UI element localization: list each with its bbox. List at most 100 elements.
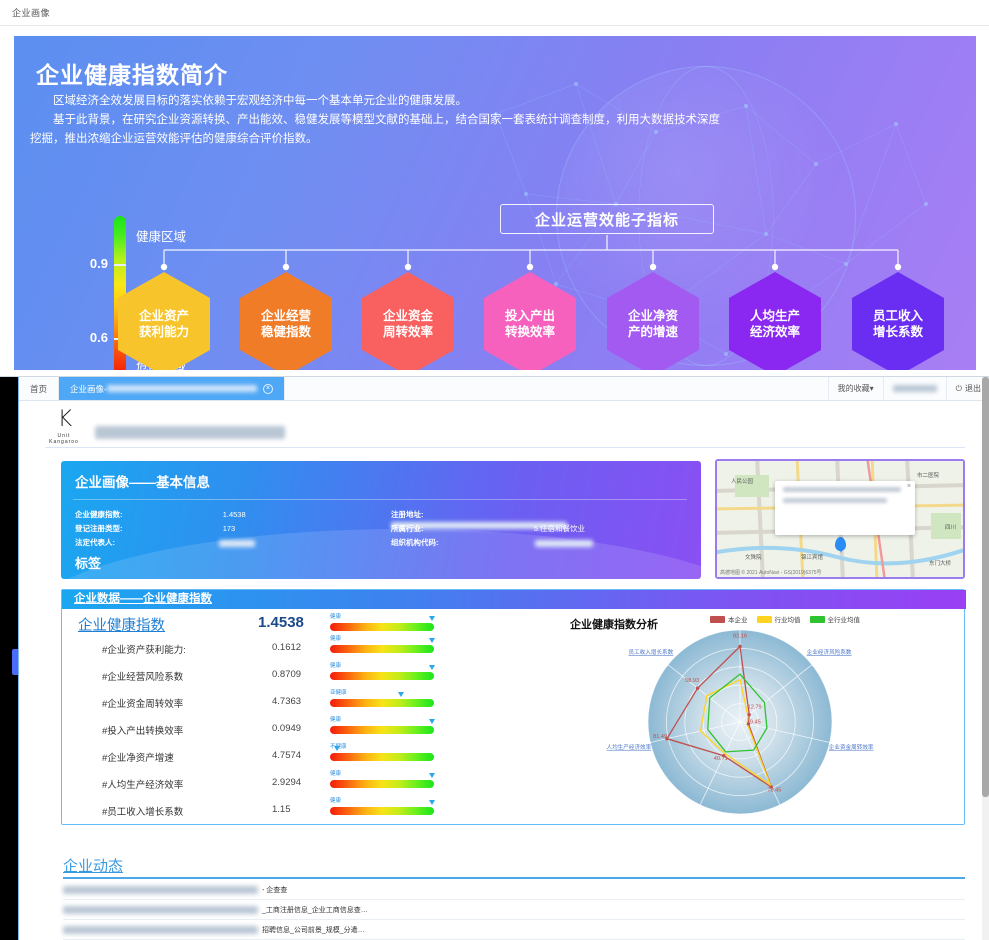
intro-banner: 企业健康指数简介 区域经济全效发展目标的落实依赖于宏观经济中每一个基本单元企业的… <box>14 36 976 370</box>
tab-enterprise-profile[interactable]: 企业画像- × <box>59 377 285 400</box>
main-bar-gradient <box>330 623 434 631</box>
dynamics-row-0-redacted <box>63 886 258 894</box>
radar-axis-label-2: 企业资金周转效率 <box>829 743 874 751</box>
index-bar-6: 健康 <box>330 796 435 818</box>
sub-index-title-box: 企业运营效能子指标 <box>500 204 714 234</box>
index-bar-2: 亚健康 <box>330 688 434 710</box>
left-black-band <box>0 377 18 940</box>
map-poi-dongmen-bridge: 东门大桥 <box>929 561 952 567</box>
hexagon-per-capita-efficiency[interactable]: 人均生产 经济效率 <box>729 272 821 370</box>
banner-paragraph-2: 基于此背景，在研究企业资源转换、产出能效、稳健发展等模型文献的基础上，结合国家一… <box>30 113 720 145</box>
radar-axis-label-4: 企业净资产增速 <box>671 819 711 820</box>
radar-axis-label-3: 投入产出转换效率 <box>767 819 812 820</box>
main-bar-marker <box>428 616 435 621</box>
radar-axis-label-5: 人均生产经济效率 <box>606 743 651 751</box>
scale-tick-high: 0.9 <box>90 256 126 271</box>
legend-item-2[interactable]: 全行业均值 <box>809 614 860 624</box>
legal-rep-redacted <box>219 539 256 547</box>
health-index-main-bar: 健康 <box>330 612 435 634</box>
header-divider <box>45 447 965 448</box>
legend-item-0[interactable]: 本企业 <box>710 614 748 624</box>
index-bar-1: 健康 <box>330 661 435 683</box>
index-row-3: #投入产出转换效率 0.0949 <box>102 723 302 737</box>
user-name[interactable] <box>882 377 946 400</box>
index-bar-5: 健康 <box>330 769 435 791</box>
logo-subtitle: Unit Kangaroo <box>49 433 79 445</box>
basic-info-divider <box>73 499 687 500</box>
hexagon-operation-stability[interactable]: 企业经营 稳健指数 <box>240 272 332 370</box>
company-name-redacted <box>95 426 285 439</box>
radar-value-label-0: 82.16 <box>733 633 747 639</box>
user-name-redacted <box>892 385 937 392</box>
radar-value-label-4: 40.71 <box>714 756 728 762</box>
map-poi-sichuan: 四川 <box>945 525 957 531</box>
index-row-5: #人均生产经济效率 2.9294 <box>102 777 302 791</box>
dynamics-row-2-redacted <box>63 926 258 934</box>
legend-item-1[interactable]: 行业均值 <box>756 614 801 624</box>
radar-series-行业均值 <box>699 678 772 787</box>
app-navbar: 首页 企业画像- × 我的收藏 ▾ ⏻ 退出 <box>19 377 989 401</box>
logo-glyph: K <box>57 407 72 432</box>
hexagon-income-growth[interactable]: 员工收入 增长系数 <box>852 272 944 370</box>
location-map[interactable]: 人民公园 市二医院 四川 文殊院 锦江宾馆 东门大桥 × 高德地图 © 2021… <box>715 459 965 579</box>
radar-legend: 本企业 行业均值 全行业均值 <box>710 614 860 624</box>
health-index-label: 企业健康指数 <box>78 618 165 634</box>
hexagon-asset-profit[interactable]: 企业资产 获利能力 <box>118 272 210 370</box>
radar-value-label-6: 58.93 <box>685 678 699 684</box>
map-attribution: 高德地图 © 2021 AutoNavi - GS(2019)6375号 <box>720 570 822 576</box>
banner-paragraph-1: 区域经济全效发展目标的落实依赖于宏观经济中每一个基本单元企业的健康发展。 <box>53 95 467 107</box>
hexagon-net-asset-growth[interactable]: 企业净资 产的增速 <box>607 272 699 370</box>
index-row-6: #员工收入增长系数 1.15 <box>102 804 291 818</box>
popup-close-icon[interactable]: × <box>906 483 911 490</box>
popup-line-2-redacted <box>783 498 887 503</box>
close-icon[interactable]: × <box>262 383 273 394</box>
map-poi-renmin-park: 人民公园 <box>731 479 754 485</box>
radar-axis-label-1: 企业经济风险系数 <box>807 648 852 656</box>
vertical-scrollbar[interactable] <box>982 377 989 940</box>
radar-chart: 企业资产获利能力企业经济风险系数企业资金周转效率投入产出转换效率企业净资产增速人… <box>606 629 874 820</box>
map-pin-icon <box>835 537 846 553</box>
index-row-2: #企业资金周转效率 4.7363 <box>102 696 302 710</box>
hexagon-input-output[interactable]: 投入产出 转换效率 <box>484 272 576 370</box>
scale-tick-label-0.6: 0.6 <box>89 330 108 345</box>
tab-home[interactable]: 首页 <box>19 377 60 400</box>
brand-header: K Unit Kangaroo <box>47 407 285 445</box>
index-bar-0: 健康 <box>330 634 435 656</box>
chevron-down-icon: ▾ <box>869 384 874 393</box>
dynamics-row-2[interactable]: 招聘信息_公司前景_规模_分遣… <box>63 921 965 940</box>
field-health-index: 企业健康指数: 1.4538 <box>75 510 246 519</box>
index-row-0: #企业资产获利能力: 0.1612 <box>102 642 302 656</box>
index-bar-4: 不健康 <box>330 742 434 764</box>
health-card-header: 企业数据——企业健康指数 <box>62 590 966 609</box>
scrollbar-thumb[interactable] <box>982 377 989 797</box>
tags-label: 标签 <box>75 556 102 571</box>
legend-swatch-2 <box>809 615 825 623</box>
logout-button[interactable]: ⏻ 退出 <box>945 377 989 400</box>
radar-value-label-1: 12.79 <box>748 704 762 710</box>
scale-zone-healthy: 健康区域 <box>136 230 187 244</box>
dynamics-row-1[interactable]: _工商注册信息_企业工商信息查… <box>63 901 965 920</box>
dynamics-row-0[interactable]: - 企查查 <box>63 881 965 900</box>
tab-label-prefix: 企业画像- <box>70 383 107 394</box>
field-registration-type: 登记注册类型: 173 <box>75 524 236 533</box>
power-icon: ⏻ <box>955 383 962 393</box>
radar-chart-zone: 企业健康指数分析 本企业 行业均值 全行业均值 <box>514 590 966 826</box>
radar-value-label-5: 81.49 <box>653 734 667 740</box>
map-poi-jinjiang-hotel: 锦江宾馆 <box>801 555 824 561</box>
main-bar-status: 健康 <box>330 614 342 620</box>
sidebar-toggle-handle[interactable] <box>12 649 20 675</box>
inner-frame: 首页 企业画像- × 我的收藏 ▾ ⏻ 退出 <box>18 377 989 940</box>
favorites-menu[interactable]: 我的收藏 ▾ <box>827 377 883 400</box>
kangaroo-logo-icon: K Unit Kangaroo <box>47 407 81 445</box>
scale-tick-label-0.9: 0.9 <box>89 256 108 271</box>
inner-browser-window: 首页 企业画像- × 我的收藏 ▾ ⏻ 退出 <box>0 376 989 940</box>
radar-value-label-2: 9.45 <box>750 719 761 725</box>
banner-title: 企业健康指数简介 <box>36 62 228 88</box>
radar-axis-label-6: 员工收入增长系数 <box>628 648 673 656</box>
sub-index-hexagons: 企业资产 获利能力 企业经营 稳健指数 企业资金 周转效率 投入产出 转换效率 企业净资… <box>14 272 976 370</box>
map-poi-hospital: 市二医院 <box>917 473 940 479</box>
basic-info-title: 企业画像——基本信息 <box>75 475 210 490</box>
legend-swatch-1 <box>756 615 772 623</box>
hexagon-capital-turnover[interactable]: 企业资金 周转效率 <box>362 272 454 370</box>
dynamics-title: 企业动态 <box>63 858 124 875</box>
